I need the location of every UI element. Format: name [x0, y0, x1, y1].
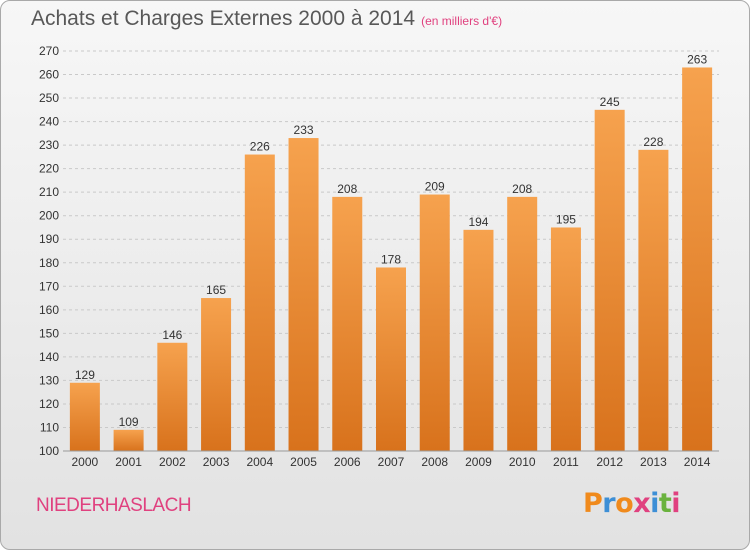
y-tick-label: 230 [39, 138, 59, 152]
y-tick-label: 270 [39, 44, 59, 58]
bar [550, 227, 581, 451]
y-axis-ticks: 100 110 120 130 140 150 160 170 180 190 200 210 220 2… [39, 44, 59, 458]
bar [376, 267, 406, 451]
y-tick-label: 140 [39, 350, 59, 364]
logo-letter: P [583, 488, 603, 519]
logo-letter: x [633, 488, 651, 519]
bars [69, 67, 713, 452]
x-tick-label: 2000 [72, 455, 99, 469]
y-tick-label: 190 [39, 232, 59, 246]
bar [332, 196, 363, 451]
bar [157, 342, 188, 451]
x-tick-label: 2011 [553, 455, 579, 469]
y-tick-label: 210 [39, 185, 59, 199]
logo-letter: t [658, 488, 672, 519]
value-labels: 129 109 146 165 226 233 208 178 209 194 208 195 245 2… [75, 52, 708, 428]
chart-title: Achats et Charges Externes 2000 à 2014 (e… [31, 7, 502, 31]
chart-subtitle: (en milliers d'€) [421, 14, 503, 28]
bar-value-label: 233 [294, 123, 314, 137]
chart-title-text: Achats et Charges Externes 2000 à 2014 [31, 7, 416, 30]
bar-value-label: 226 [250, 140, 270, 154]
bar-value-label: 228 [643, 135, 663, 149]
bar-value-label: 194 [468, 215, 488, 229]
bar [419, 194, 450, 451]
x-tick-label: 2004 [246, 455, 273, 469]
bar [69, 382, 100, 451]
x-tick-label: 2014 [684, 455, 711, 469]
y-tick-label: 180 [39, 256, 59, 270]
bar [463, 229, 494, 451]
y-tick-label: 120 [39, 397, 59, 411]
x-tick-label: 2006 [334, 455, 361, 469]
bar [244, 154, 275, 451]
bar-value-label: 208 [337, 182, 357, 196]
x-tick-label: 2005 [290, 455, 317, 469]
proxiti-logo: Proxiti [583, 488, 681, 519]
y-tick-label: 160 [39, 303, 59, 317]
logo-letter: o [615, 488, 634, 519]
x-tick-label: 2001 [115, 455, 142, 469]
x-tick-label: 2010 [509, 455, 536, 469]
bar [594, 109, 625, 451]
bar [288, 138, 319, 451]
bar-value-label: 178 [381, 252, 401, 266]
bar-value-label: 109 [119, 415, 139, 429]
logo-letter: i [671, 488, 681, 519]
y-tick-label: 150 [39, 326, 59, 340]
x-tick-label: 2008 [421, 455, 448, 469]
x-tick-label: 2009 [465, 455, 492, 469]
y-tick-label: 220 [39, 162, 59, 176]
bar-value-label: 129 [75, 368, 95, 382]
y-tick-label: 250 [39, 91, 59, 105]
bar-value-label: 208 [512, 182, 532, 196]
bar-value-label: 245 [600, 95, 620, 109]
x-tick-label: 2013 [640, 455, 667, 469]
bar [507, 196, 538, 451]
bar-value-label: 165 [206, 283, 226, 297]
y-tick-label: 170 [39, 279, 59, 293]
bar [638, 149, 669, 451]
bar [682, 67, 713, 452]
y-tick-label: 240 [39, 115, 59, 129]
x-tick-label: 2007 [378, 455, 405, 469]
y-tick-label: 130 [39, 373, 59, 387]
bar-value-label: 146 [162, 328, 182, 342]
x-tick-label: 2012 [596, 455, 623, 469]
logo-letter: r [602, 488, 616, 519]
bar [113, 429, 144, 451]
bar-value-label: 209 [425, 180, 445, 194]
x-axis-ticks: 2000 2001 2002 2003 2004 2005 2006 2007 2008 2009… [72, 455, 711, 469]
y-tick-label: 110 [40, 420, 59, 434]
logo-letter: i [650, 488, 659, 519]
x-tick-label: 2002 [159, 455, 186, 469]
y-tick-label: 260 [39, 68, 59, 82]
bar [201, 298, 232, 451]
bar-value-label: 195 [556, 212, 576, 226]
x-tick-label: 2003 [203, 455, 230, 469]
bar-value-label: 263 [687, 52, 707, 66]
commune-name: NIEDERHASLACH [36, 495, 192, 516]
y-tick-label: 200 [39, 209, 59, 223]
y-tick-label: 100 [39, 444, 59, 458]
